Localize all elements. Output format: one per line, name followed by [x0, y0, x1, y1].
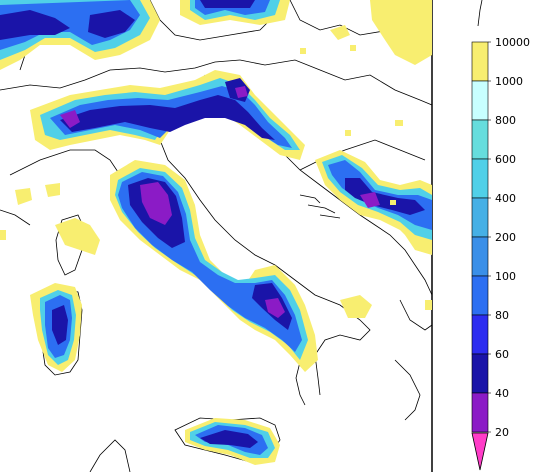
legend-tick-label: 60	[495, 348, 509, 361]
precip-purple	[60, 86, 380, 318]
legend-tick-label: 200	[495, 231, 516, 244]
legend-band	[471, 236, 489, 277]
precip-scatter	[0, 45, 432, 310]
legend-tick-label: 40	[495, 387, 509, 400]
legend-band	[471, 119, 489, 160]
legend-tick-label: 80	[495, 309, 509, 322]
legend-band	[471, 197, 489, 238]
legend-tick-label: 600	[495, 153, 516, 166]
legend-tick-label: 100	[495, 270, 516, 283]
legend-tick-label: 20	[495, 426, 509, 439]
legend-tick-label: 800	[495, 114, 516, 127]
legend-band	[471, 392, 489, 433]
legend-arrow-top	[477, 0, 483, 27]
legend-tick-label: 400	[495, 192, 516, 205]
legend-tick-label: 1000	[495, 75, 523, 88]
legend-band	[471, 275, 489, 316]
legend-band	[471, 314, 489, 355]
legend-band	[471, 353, 489, 394]
legend-arrow-bottom	[471, 432, 489, 471]
legend-band	[471, 41, 489, 82]
legend-ticks: 10000 1000 800 600 400 200 100 80 60 40 20	[488, 36, 530, 439]
legend-tick-label: 10000	[495, 36, 530, 49]
legend-band	[471, 80, 489, 121]
legend-band	[471, 158, 489, 199]
legend-bands	[471, 41, 489, 433]
